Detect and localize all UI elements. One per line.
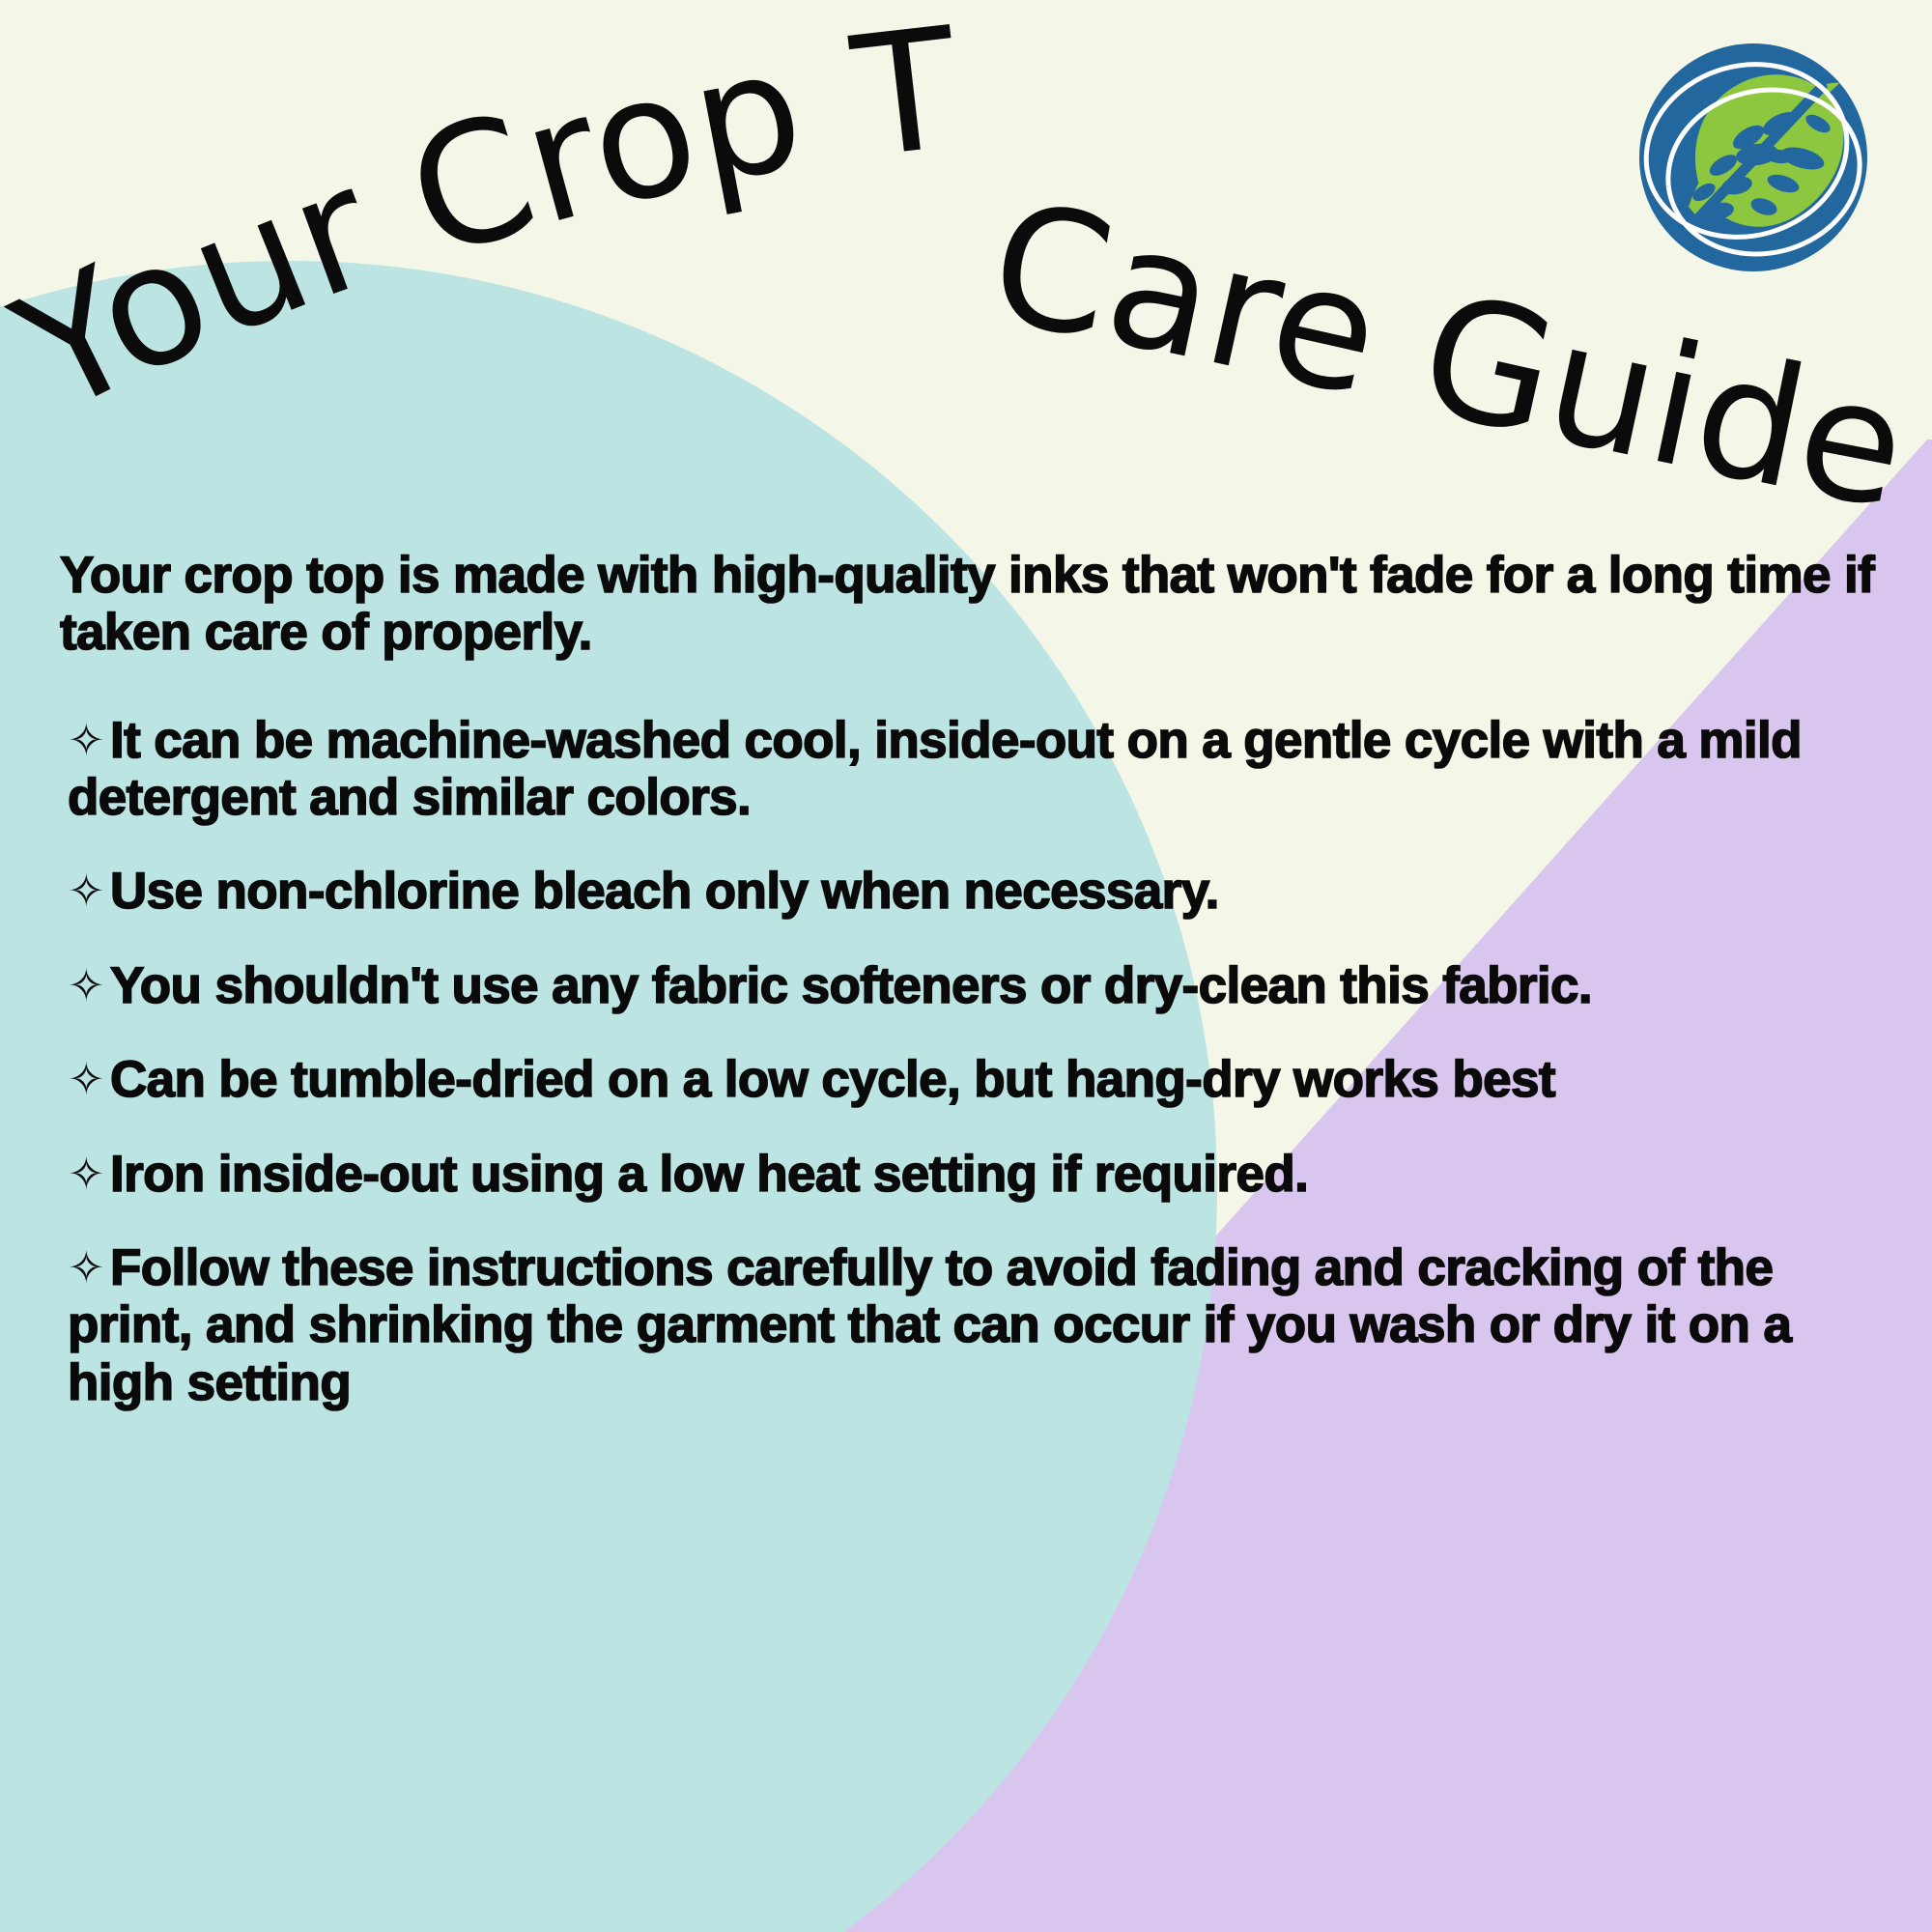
- care-item-1-text: It can be machine-washed cool, inside-ou…: [67, 711, 1803, 827]
- care-item-2-text: Use non-chlorine bleach only when necess…: [109, 863, 1220, 922]
- sparkle-icon: ✧: [68, 1241, 105, 1293]
- care-instructions-list: Your crop top is made with high-quality …: [59, 546, 1886, 1411]
- sparkle-icon: ✧: [68, 1054, 105, 1105]
- care-item-6-text: Follow these instructions carefully to a…: [67, 1238, 1793, 1411]
- care-item-4: ✧ Can be tumble-dried on a low cycle, but…: [60, 1050, 1886, 1109]
- logo-scribble: [1643, 62, 1862, 257]
- care-item-1: ✧ It can be machine-washed cool, inside-o…: [60, 711, 1886, 827]
- sparkle-icon: ✧: [68, 1148, 105, 1199]
- care-item-6: ✧ Follow these instructions carefully to …: [60, 1238, 1886, 1411]
- intro-paragraph: Your crop top is made with high-quality …: [59, 546, 1875, 662]
- sparkle-icon: ✧: [68, 714, 105, 765]
- care-item-5-text: Iron inside-out using a low heat setting…: [109, 1145, 1309, 1204]
- leaf-icon: [1689, 74, 1844, 227]
- sparkle-icon: ✧: [68, 959, 105, 1010]
- care-item-4-text: Can be tumble-dried on a low cycle, but …: [109, 1050, 1556, 1109]
- monstera-leaf-circle-logo: [1639, 43, 1867, 271]
- teal-circle: [0, 261, 1217, 1932]
- care-item-5: ✧ Iron inside-out using a low heat settin…: [60, 1145, 1886, 1204]
- care-item-3: ✧ You shouldn't use any fabric softeners …: [60, 956, 1886, 1015]
- care-item-3-text: You shouldn't use any fabric softeners o…: [109, 956, 1593, 1015]
- sparkle-icon: ✧: [68, 866, 105, 917]
- care-item-2: ✧ Use non-chlorine bleach only when neces…: [60, 863, 1886, 922]
